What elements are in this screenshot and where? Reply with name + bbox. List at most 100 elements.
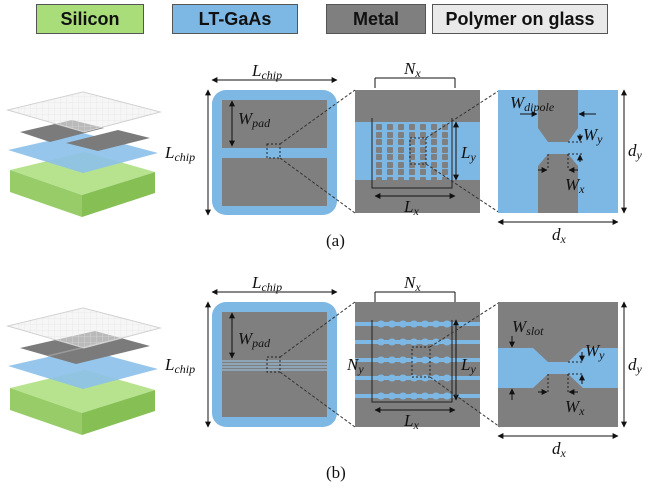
dipole-element [398, 132, 404, 138]
caption-b: (b) [326, 463, 346, 482]
label-wy-a: Wy [583, 125, 603, 146]
dipole-element [398, 147, 404, 153]
legend-polymer-label: Polymer on glass [445, 8, 595, 29]
dipole-element [409, 162, 415, 168]
dipole-element [420, 162, 426, 168]
legend-lt-gaas-label: LT-GaAs [198, 8, 272, 29]
dipole-element [442, 154, 448, 160]
legend-lt-gaas: LT-GaAs [172, 4, 298, 34]
dipole-element [431, 147, 437, 153]
slot-element [399, 374, 407, 382]
slot-element [432, 374, 440, 382]
dipole-element [431, 132, 437, 138]
slot-element [410, 356, 418, 364]
dipole-element [387, 124, 393, 130]
dipole-element [387, 154, 393, 160]
dipole-element [398, 169, 404, 175]
label-dx-a: dx [552, 225, 567, 246]
slot-element [399, 356, 407, 364]
slot-element [377, 374, 385, 382]
label-lchip-top-b: Lchip [251, 273, 282, 294]
dipole-element [420, 177, 426, 183]
slot-element [399, 392, 407, 400]
slot-element [421, 392, 429, 400]
dipole-element [376, 177, 382, 183]
label-nx-a: Nx [403, 59, 421, 80]
slot-element [432, 392, 440, 400]
slot-element [410, 338, 418, 346]
legend-silicon-label: Silicon [60, 8, 120, 29]
slot-element [421, 356, 429, 364]
slot-element [388, 338, 396, 346]
label-wslot-b: Wslot [512, 317, 544, 338]
label-nx-b: Nx [403, 273, 421, 294]
dipole-element [409, 177, 415, 183]
dipole-element [409, 154, 415, 160]
dipole-element [431, 139, 437, 145]
dipole-element [420, 139, 426, 145]
dipole-element [376, 162, 382, 168]
legend-polymer: Polymer on glass [432, 4, 608, 34]
dipole-element [376, 147, 382, 153]
label-ly-a: Ly [460, 143, 476, 164]
slot-element [421, 338, 429, 346]
label-wpad-a: Wpad [238, 109, 271, 130]
chip-b [212, 302, 337, 427]
slot-element [388, 374, 396, 382]
slot-element [388, 356, 396, 364]
label-lchip-top-a: Lchip [251, 61, 282, 82]
dipole-element [431, 124, 437, 130]
slot-element [443, 374, 451, 382]
dipole-array-a [355, 90, 480, 213]
slot-element [432, 356, 440, 364]
dipole-element [442, 132, 448, 138]
dipole-element [398, 124, 404, 130]
dipole-element [398, 154, 404, 160]
dipole-element [420, 132, 426, 138]
dipole-detail-a [498, 90, 618, 213]
slot-element [421, 374, 429, 382]
dipole-element [442, 147, 448, 153]
dipole-element [431, 169, 437, 175]
slot-element [399, 320, 407, 328]
slot-element [388, 392, 396, 400]
slot-element [410, 374, 418, 382]
label-wy-b: Wy [585, 341, 605, 362]
slot-element [443, 392, 451, 400]
dipole-element [442, 139, 448, 145]
dipole-element [420, 147, 426, 153]
label-wdipole-a: Wdipole [510, 93, 555, 114]
label-lchip-side-b: Lchip [164, 355, 195, 376]
dipole-element [431, 177, 437, 183]
dipole-element [409, 124, 415, 130]
dipole-element [387, 169, 393, 175]
dipole-element [376, 169, 382, 175]
dipole-element [376, 139, 382, 145]
dipole-element [376, 124, 382, 130]
label-ny-b: Ny [346, 355, 364, 376]
dipole-elements-a [376, 124, 448, 183]
label-ly-b: Ly [460, 355, 476, 376]
dipole-element [420, 169, 426, 175]
label-lx-b: Lx [403, 411, 419, 432]
caption-a: (a) [326, 231, 345, 250]
dipole-element [387, 147, 393, 153]
dipole-element [442, 124, 448, 130]
dipole-element [387, 132, 393, 138]
slot-element [432, 338, 440, 346]
legend-metal-label: Metal [352, 8, 399, 29]
dipole-element [376, 132, 382, 138]
dipole-element [420, 154, 426, 160]
dipole-element [442, 177, 448, 183]
dipole-element [387, 177, 393, 183]
label-lchip-side-a: Lchip [164, 143, 195, 164]
dipole-element [398, 139, 404, 145]
chip-a [212, 90, 337, 215]
slot-element [377, 338, 385, 346]
slot-element [421, 320, 429, 328]
slot-element [443, 320, 451, 328]
label-wx-b: Wx [565, 397, 585, 418]
slot-element [377, 392, 385, 400]
slot-element [443, 356, 451, 364]
